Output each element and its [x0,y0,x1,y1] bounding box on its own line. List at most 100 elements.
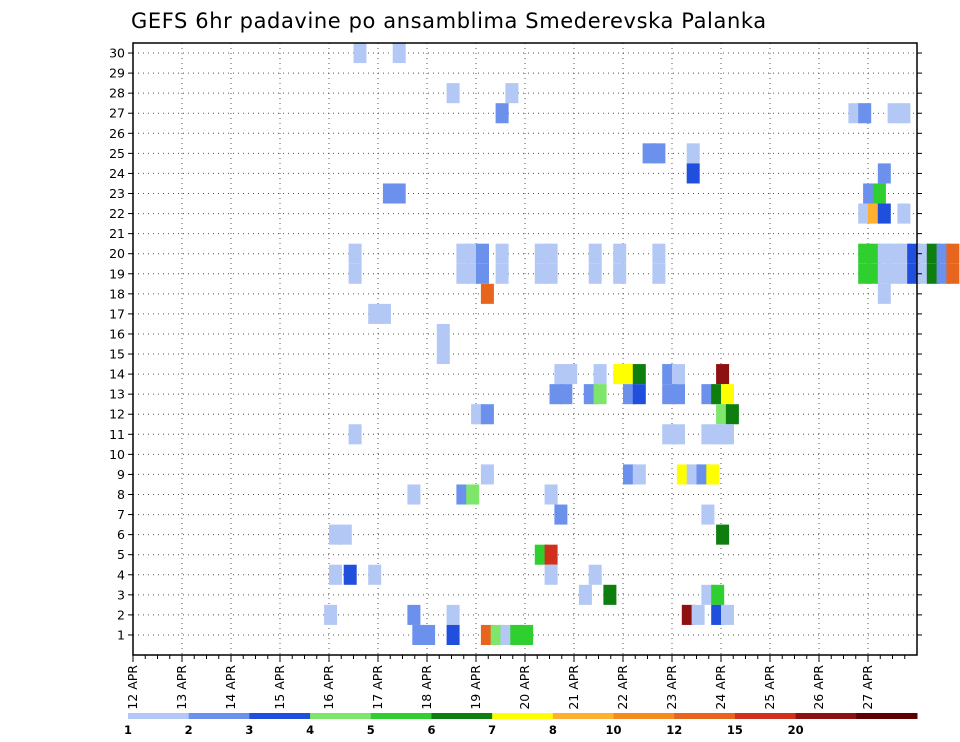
precip-cell [711,384,725,405]
precip-cell [701,384,715,405]
precip-cell [696,464,710,485]
precip-cell [936,243,950,264]
precip-cell [588,263,602,284]
precip-cell [544,544,558,565]
y-tick-label: 27 [109,106,125,121]
precip-cell [480,624,494,645]
precip-cell [392,183,406,204]
precip-cell [716,364,730,385]
precip-cell [324,604,338,625]
precip-cell [623,464,636,485]
precip-cell [711,424,725,445]
y-tick-label: 30 [109,46,125,61]
precip-cell [926,263,940,284]
x-tick-label: 25 APR [762,665,777,710]
precip-cell [559,384,573,405]
colorbar-segment [188,713,250,719]
precip-cell [613,364,627,385]
precip-cell [471,404,485,425]
colorbar-segment [674,713,736,719]
y-tick-label: 25 [109,146,125,161]
precip-cell [946,263,960,284]
chart-title: GEFS 6hr padavine po ansamblima Smederev… [131,9,767,33]
precip-cell [946,243,960,264]
colorbar-label: 20 [788,723,804,737]
precip-cell [466,243,480,264]
precip-cell [436,344,450,365]
precip-cell [520,624,534,645]
precip-cell [686,464,700,485]
precip-cell [662,424,676,445]
precip-cell [877,243,891,264]
colorbar-segment [552,713,615,719]
y-tick-label: 26 [109,126,125,141]
precip-cell [868,203,881,224]
colorbar-label: 5 [367,723,375,737]
y-tick-label: 18 [109,286,125,301]
precip-cell [368,564,382,585]
precip-cell [848,103,862,124]
colorbar-segment [431,713,493,719]
precip-cell [887,103,901,124]
precip-cell [603,584,617,605]
precip-cell [701,424,715,445]
precip-cell [348,243,362,264]
y-tick-label: 4 [117,567,125,582]
precip-cell [593,364,607,385]
precip-cell [936,263,950,284]
precip-cell [446,624,460,645]
precip-cell [495,243,509,264]
precip-cell [716,524,730,545]
precip-cell [544,243,558,264]
colorbar-label: 1 [124,723,132,737]
precip-cell [681,604,695,625]
precip-cell [877,263,891,284]
precip-cell [701,504,715,525]
precip-cell [613,263,627,284]
precip-cell [676,464,690,485]
x-tick-label: 13 APR [174,665,189,710]
precip-cell [686,163,700,184]
precip-cell [505,83,519,104]
precip-cell [887,263,901,284]
y-tick-label: 12 [109,407,125,422]
color-legend: 1 2 3 4 5 6 7 8 10 12 15 20 [124,713,918,737]
x-tick-label: 14 APR [223,665,238,710]
x-tick-label: 17 APR [370,665,385,710]
precip-cell [446,604,460,625]
y-tick-label: 6 [117,527,125,542]
precip-cell [623,384,636,405]
y-tick-label: 28 [109,86,125,101]
y-tick-label: 3 [117,587,125,602]
precip-cell [490,624,504,645]
precip-cell [877,163,891,184]
colorbar-segment [795,713,857,719]
precip-cell [887,243,901,264]
precip-cell [877,203,891,224]
precip-cell [534,544,548,565]
colorbar-segment [310,713,372,719]
precip-cell [456,484,470,505]
y-tick-label: 8 [117,487,125,502]
precip-cell [613,243,627,264]
colorbar-label: 2 [185,723,193,737]
precip-cell [897,243,911,264]
precip-cell [544,263,558,284]
precip-cell [348,424,362,445]
precip-cell [368,303,382,324]
precip-cell [353,43,367,64]
x-tick-label: 26 APR [811,665,826,710]
precip-cell [578,584,592,605]
chart-axes: 1234567891011121314151617181920212223242… [109,42,922,710]
chart-cells [324,43,960,645]
precip-cell [877,283,891,304]
precip-cell [926,243,940,264]
colorbar-label: 3 [245,723,253,737]
precip-cell [495,103,509,124]
y-tick-label: 22 [109,206,125,221]
precip-cell [510,624,524,645]
precip-cell [686,143,700,164]
x-tick-label: 24 APR [713,665,728,710]
precip-cell [706,464,720,485]
